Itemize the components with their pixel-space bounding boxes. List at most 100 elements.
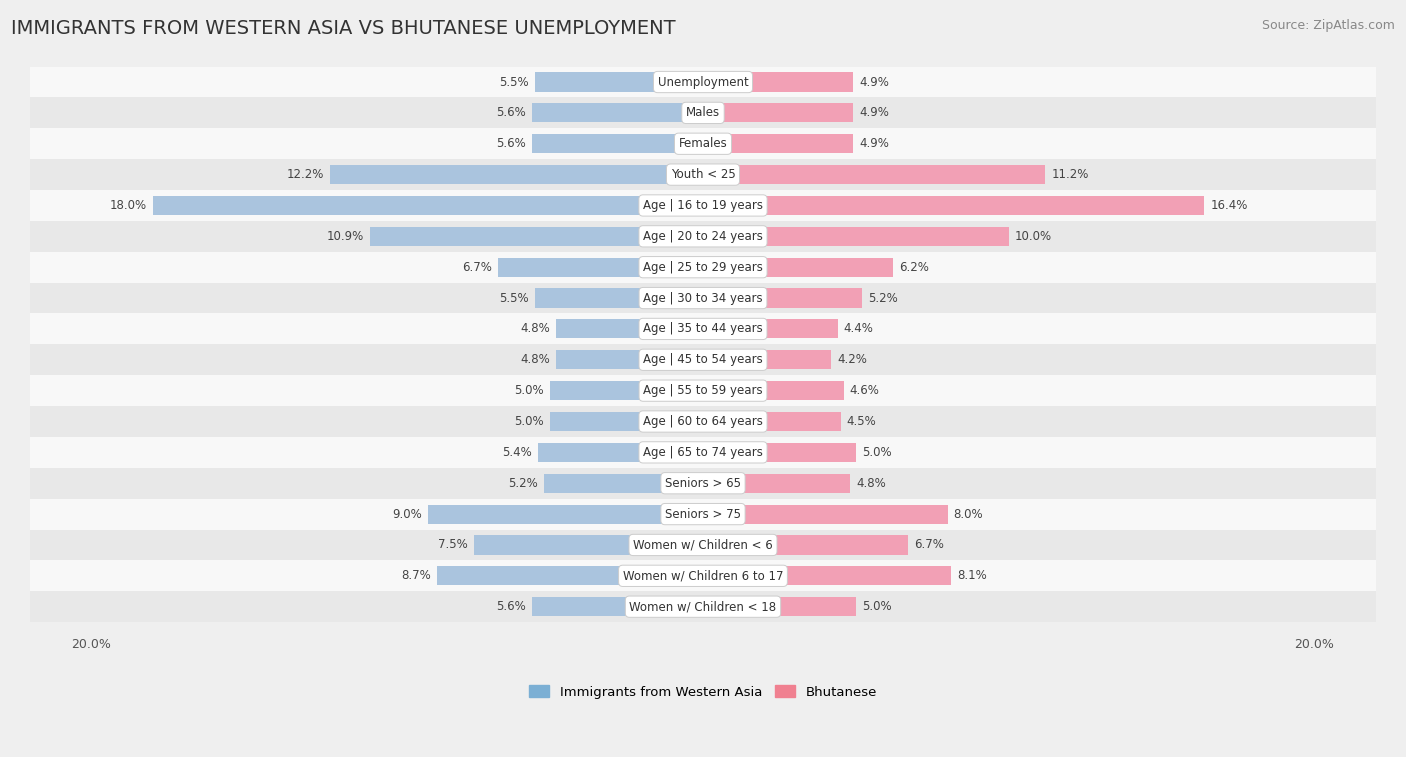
Bar bbox=[31, 560, 1375, 591]
Text: 4.8%: 4.8% bbox=[520, 322, 550, 335]
Text: 6.2%: 6.2% bbox=[898, 260, 928, 274]
Text: 4.9%: 4.9% bbox=[859, 137, 889, 150]
Text: 5.2%: 5.2% bbox=[868, 291, 898, 304]
Text: Unemployment: Unemployment bbox=[658, 76, 748, 89]
Text: 5.0%: 5.0% bbox=[862, 600, 891, 613]
Bar bbox=[31, 530, 1375, 560]
Text: 8.0%: 8.0% bbox=[953, 508, 983, 521]
Text: 6.7%: 6.7% bbox=[914, 538, 943, 551]
Text: Source: ZipAtlas.com: Source: ZipAtlas.com bbox=[1261, 19, 1395, 32]
Text: Males: Males bbox=[686, 107, 720, 120]
Text: 5.6%: 5.6% bbox=[496, 600, 526, 613]
Text: 4.4%: 4.4% bbox=[844, 322, 873, 335]
Text: 5.0%: 5.0% bbox=[515, 415, 544, 428]
Text: Age | 30 to 34 years: Age | 30 to 34 years bbox=[643, 291, 763, 304]
Bar bbox=[31, 282, 1375, 313]
Bar bbox=[370, 227, 703, 246]
Text: Females: Females bbox=[679, 137, 727, 150]
Bar bbox=[703, 134, 853, 154]
Bar bbox=[153, 196, 703, 215]
Text: Seniors > 65: Seniors > 65 bbox=[665, 477, 741, 490]
Bar bbox=[31, 406, 1375, 437]
Bar bbox=[703, 535, 908, 555]
Text: 4.8%: 4.8% bbox=[520, 354, 550, 366]
Bar bbox=[31, 499, 1375, 530]
Bar bbox=[31, 437, 1375, 468]
Text: 5.4%: 5.4% bbox=[502, 446, 531, 459]
Text: 18.0%: 18.0% bbox=[110, 199, 146, 212]
Bar bbox=[703, 443, 856, 462]
Text: 11.2%: 11.2% bbox=[1052, 168, 1090, 181]
Bar bbox=[703, 227, 1008, 246]
Bar bbox=[474, 535, 703, 555]
Bar bbox=[31, 159, 1375, 190]
Bar bbox=[703, 504, 948, 524]
Bar bbox=[703, 566, 950, 585]
Bar bbox=[531, 134, 703, 154]
Bar bbox=[538, 443, 703, 462]
Text: Age | 16 to 19 years: Age | 16 to 19 years bbox=[643, 199, 763, 212]
Text: Age | 55 to 59 years: Age | 55 to 59 years bbox=[643, 384, 763, 397]
Text: Women w/ Children < 18: Women w/ Children < 18 bbox=[630, 600, 776, 613]
Text: 16.4%: 16.4% bbox=[1211, 199, 1249, 212]
Bar bbox=[31, 591, 1375, 622]
Text: 5.6%: 5.6% bbox=[496, 107, 526, 120]
Bar bbox=[531, 597, 703, 616]
Bar bbox=[427, 504, 703, 524]
Bar bbox=[534, 288, 703, 307]
Text: 5.5%: 5.5% bbox=[499, 291, 529, 304]
Text: Age | 20 to 24 years: Age | 20 to 24 years bbox=[643, 230, 763, 243]
Text: 5.5%: 5.5% bbox=[499, 76, 529, 89]
Text: 4.6%: 4.6% bbox=[849, 384, 880, 397]
Text: 4.9%: 4.9% bbox=[859, 107, 889, 120]
Text: 4.9%: 4.9% bbox=[859, 76, 889, 89]
Text: Age | 60 to 64 years: Age | 60 to 64 years bbox=[643, 415, 763, 428]
Bar bbox=[703, 288, 862, 307]
Text: Age | 25 to 29 years: Age | 25 to 29 years bbox=[643, 260, 763, 274]
Bar bbox=[31, 252, 1375, 282]
Bar bbox=[557, 350, 703, 369]
Text: Youth < 25: Youth < 25 bbox=[671, 168, 735, 181]
Bar bbox=[703, 319, 838, 338]
Text: IMMIGRANTS FROM WESTERN ASIA VS BHUTANESE UNEMPLOYMENT: IMMIGRANTS FROM WESTERN ASIA VS BHUTANES… bbox=[11, 19, 676, 38]
Text: 4.2%: 4.2% bbox=[838, 354, 868, 366]
Text: 9.0%: 9.0% bbox=[392, 508, 422, 521]
Bar bbox=[534, 73, 703, 92]
Bar bbox=[31, 190, 1375, 221]
Bar bbox=[703, 597, 856, 616]
Text: Women w/ Children 6 to 17: Women w/ Children 6 to 17 bbox=[623, 569, 783, 582]
Bar bbox=[550, 381, 703, 400]
Text: Age | 35 to 44 years: Age | 35 to 44 years bbox=[643, 322, 763, 335]
Bar bbox=[437, 566, 703, 585]
Bar bbox=[31, 98, 1375, 129]
Bar bbox=[498, 257, 703, 277]
Bar bbox=[557, 319, 703, 338]
Text: 10.0%: 10.0% bbox=[1015, 230, 1052, 243]
Text: 6.7%: 6.7% bbox=[463, 260, 492, 274]
Bar bbox=[31, 375, 1375, 406]
Bar bbox=[703, 73, 853, 92]
Bar bbox=[31, 129, 1375, 159]
Bar bbox=[31, 313, 1375, 344]
Bar bbox=[544, 474, 703, 493]
Text: 4.5%: 4.5% bbox=[846, 415, 876, 428]
Text: 5.6%: 5.6% bbox=[496, 137, 526, 150]
Bar bbox=[703, 474, 849, 493]
Text: 10.9%: 10.9% bbox=[326, 230, 364, 243]
Text: Women w/ Children < 6: Women w/ Children < 6 bbox=[633, 538, 773, 551]
Bar bbox=[703, 381, 844, 400]
Bar bbox=[703, 165, 1046, 184]
Text: 5.2%: 5.2% bbox=[508, 477, 538, 490]
Text: 7.5%: 7.5% bbox=[437, 538, 468, 551]
Text: 20.0%: 20.0% bbox=[1295, 637, 1334, 650]
Bar bbox=[703, 196, 1205, 215]
Bar bbox=[531, 103, 703, 123]
Text: Age | 45 to 54 years: Age | 45 to 54 years bbox=[643, 354, 763, 366]
Text: 12.2%: 12.2% bbox=[287, 168, 323, 181]
Bar bbox=[550, 412, 703, 431]
Bar bbox=[703, 103, 853, 123]
Bar bbox=[31, 67, 1375, 98]
Text: 5.0%: 5.0% bbox=[862, 446, 891, 459]
Bar bbox=[31, 468, 1375, 499]
Bar bbox=[330, 165, 703, 184]
